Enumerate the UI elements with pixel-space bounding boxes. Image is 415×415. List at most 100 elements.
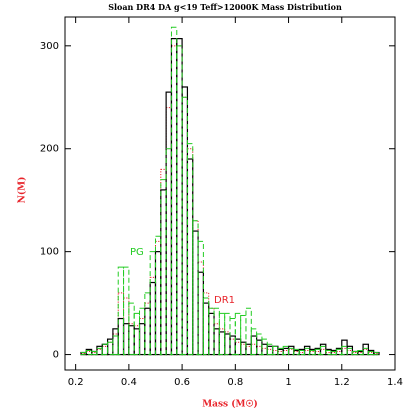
y-tick-label: 0 [53, 350, 59, 361]
histogram-bar [176, 38, 183, 356]
histogram-bar [298, 349, 306, 356]
histogram-bar [282, 347, 290, 356]
histogram-bar [282, 349, 290, 356]
histogram-bar [123, 297, 130, 356]
histogram-bar [229, 318, 236, 356]
histogram-bar [304, 347, 311, 356]
histogram-bar [330, 350, 337, 356]
histogram-bar [218, 328, 226, 356]
histogram-bar [250, 343, 258, 356]
histogram-bar [117, 266, 125, 356]
histogram-bar [117, 292, 125, 356]
histogram-bar [128, 323, 135, 356]
histogram-bar [234, 338, 242, 356]
histogram-bar [133, 325, 141, 356]
histogram-bar [192, 220, 199, 356]
histogram-bar [122, 323, 130, 356]
histogram-bar [197, 261, 204, 356]
histogram-bar [357, 349, 364, 356]
histogram-bar [373, 352, 380, 356]
histogram-bar [304, 349, 311, 356]
histogram-bar [117, 317, 125, 356]
histogram-bar [272, 349, 279, 356]
histogram-bar [101, 343, 109, 356]
histogram-bar [325, 349, 332, 356]
histogram-bar [293, 348, 300, 356]
histogram-bar [277, 348, 284, 356]
histogram-bar [346, 349, 353, 356]
histogram-bar [123, 266, 130, 356]
histogram-bar [192, 230, 199, 356]
x-axis-label: Mass (M☉) [202, 399, 258, 410]
histogram-bar [170, 45, 178, 356]
histogram-bar [181, 96, 188, 356]
histogram-bar [91, 350, 98, 356]
histogram-bar [139, 307, 146, 356]
histogram-bar [224, 331, 231, 356]
histogram-bar [234, 312, 242, 356]
histogram-bar [335, 348, 343, 356]
histogram-bar [319, 345, 327, 356]
histogram-bar [256, 333, 263, 356]
histogram-bar [229, 338, 236, 356]
histogram-bar [240, 343, 247, 356]
histogram-bar [202, 297, 210, 356]
histogram-bar [309, 349, 316, 356]
histogram-bar [80, 352, 87, 356]
histogram-bar [351, 350, 359, 356]
histogram-bar [144, 292, 151, 356]
histogram-bar [112, 328, 119, 356]
histogram-bar [362, 348, 369, 356]
histogram-bar [154, 235, 162, 356]
histogram-bar [208, 307, 215, 356]
histogram-bar [128, 302, 135, 356]
histogram-bar [160, 179, 167, 356]
histogram-bar [213, 328, 220, 356]
x-tick-label: 0.8 [227, 377, 243, 388]
series-label: DR1 [214, 295, 235, 306]
histogram-bar [256, 339, 263, 356]
y-axis-label: N(M) [17, 177, 28, 204]
x-tick-label: 0.6 [174, 377, 190, 388]
histogram-bar [288, 348, 295, 356]
histogram-bar [170, 38, 178, 356]
histogram-bar [165, 107, 172, 356]
histogram-bar [149, 281, 157, 356]
histogram-bar [341, 345, 348, 356]
histogram-bar [149, 251, 156, 356]
histogram-bar [245, 307, 252, 356]
histogram-bar [144, 307, 151, 356]
chart-title: Sloan DR4 DA g<19 Teff>12000K Mass Distr… [108, 2, 342, 12]
histogram-bar [101, 343, 109, 356]
histogram-bar [186, 148, 194, 356]
histogram-bar [133, 312, 141, 356]
histogram-bar [346, 347, 353, 356]
histogram-bar [261, 347, 268, 356]
histogram-bar [107, 341, 114, 356]
histogram-bar [107, 341, 114, 356]
histogram-bar [170, 26, 178, 356]
histogram-bar [154, 251, 162, 356]
histogram-bar [250, 335, 258, 356]
histogram-bar [112, 335, 119, 356]
histogram-bar [277, 347, 284, 356]
histogram-bar [165, 91, 173, 356]
histogram-bar [144, 302, 151, 356]
histogram-bar [197, 240, 204, 356]
histogram-bar [197, 271, 204, 356]
histogram-bar [261, 338, 268, 356]
histogram-bar [266, 348, 274, 356]
histogram-bar [245, 343, 252, 356]
series-label: PG [130, 247, 144, 258]
histogram-bar [106, 338, 114, 356]
x-tick-label: 0.4 [121, 377, 137, 388]
histogram-bar [224, 333, 231, 356]
histogram-bar [181, 96, 188, 356]
histogram-bar [218, 331, 226, 356]
histogram-bar [245, 345, 252, 356]
histogram-bar [202, 302, 210, 356]
histogram-bar [165, 148, 172, 356]
histogram-bar [176, 45, 183, 356]
x-tick-label: 1.4 [387, 377, 403, 388]
histogram-bar [234, 341, 242, 356]
